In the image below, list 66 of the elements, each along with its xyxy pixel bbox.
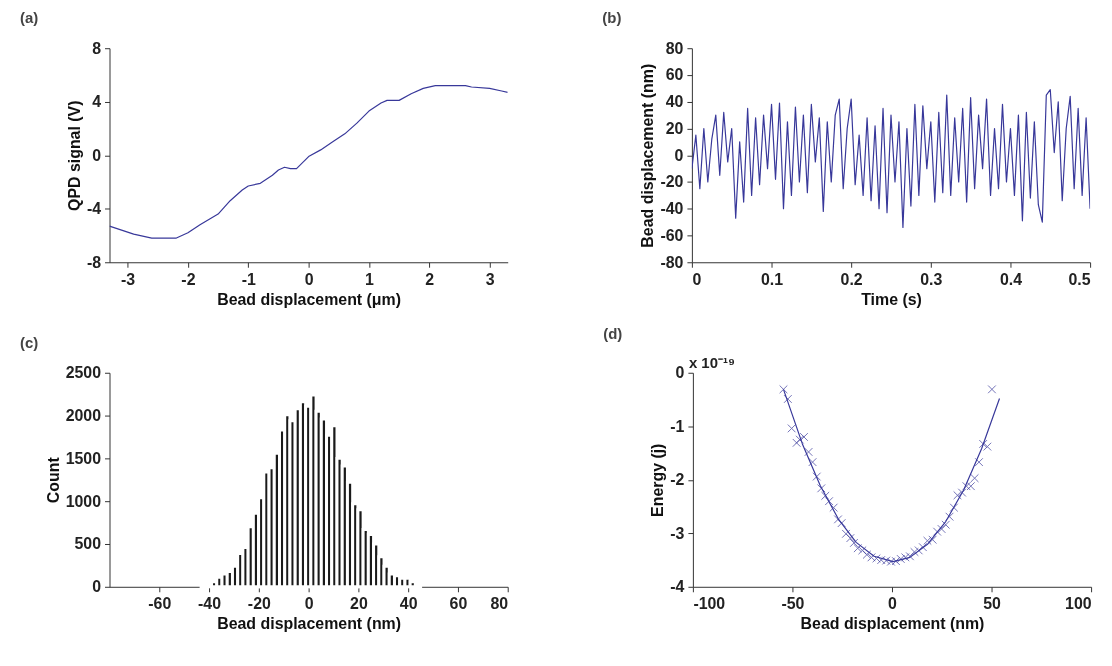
x-tick-label: 80 [490, 595, 509, 613]
x-tick-label: 100 [1065, 595, 1092, 613]
y-tick-label: -1 [670, 417, 685, 435]
y-tick-label: 4 [92, 93, 102, 111]
line-series [691, 89, 1091, 229]
x-tick-label: 0.1 [760, 270, 784, 288]
y-tick-label: -60 [660, 226, 684, 244]
x-axis-title: Bead displacement (μm) [217, 290, 402, 308]
y-tick-label: 500 [74, 535, 102, 553]
x-tick-label: 2 [425, 270, 435, 288]
x-tick-label: -60 [148, 595, 172, 613]
y-tick-label: -8 [86, 253, 102, 271]
x-axis-title: Bead displacement (nm) [217, 615, 402, 633]
y-tick-label: 2500 [65, 364, 102, 382]
y-tick-label: -4 [86, 200, 102, 218]
text: x 10⁻¹⁹ [688, 353, 735, 371]
y-tick-label: 40 [665, 93, 684, 111]
x-tick-label: -50 [781, 595, 805, 613]
x-tick-label: 20 [350, 595, 368, 613]
x-tick-label: 0.3 [920, 270, 943, 288]
y-tick-label: 0 [674, 146, 684, 164]
chart-title: (a) [19, 9, 39, 27]
y-tick-label: -40 [660, 200, 684, 218]
y-tick-label: -4 [670, 578, 685, 596]
x-tick-label: 0 [692, 270, 702, 288]
x-tick-label: 40 [399, 595, 418, 613]
x-tick-label: 0 [304, 595, 314, 613]
y-tick-label: 20 [665, 119, 684, 137]
y-tick-label: 8 [92, 39, 102, 57]
line-series [109, 85, 508, 239]
y-tick-label: 0 [92, 146, 102, 164]
y-tick-label: 80 [665, 39, 684, 57]
x-axis-title: Bead displacement (nm) [800, 615, 985, 633]
x-tick-label: -100 [693, 595, 726, 613]
y-tick-label: 0 [675, 364, 685, 382]
y-axis-title: Energy (j) [649, 443, 667, 517]
x-axis-title: Time (s) [861, 290, 922, 308]
x-tick-label: -2 [181, 270, 196, 288]
x-tick-label: -20 [247, 595, 271, 613]
x-tick-label: 3 [485, 270, 495, 288]
y-tick-label: 2000 [65, 407, 102, 425]
x-tick-label: 50 [983, 595, 1002, 613]
x-tick-label: 0 [888, 595, 898, 613]
chart-title: (d) [603, 324, 623, 342]
x-tick-label: 0.2 [840, 270, 863, 288]
y-tick-label: 0 [92, 578, 102, 596]
x-tick-label: 0.5 [1068, 270, 1091, 288]
x-tick-label: 1 [365, 270, 375, 288]
chart-title: (c) [19, 333, 39, 351]
x-tick-label: -40 [198, 595, 222, 613]
x-tick-label: 0.4 [999, 270, 1023, 288]
y-tick-label: 1000 [65, 492, 102, 510]
x-tick-label: 60 [449, 595, 468, 613]
y-tick-label: -3 [670, 524, 685, 542]
y-tick-label: -80 [660, 253, 684, 271]
y-axis-title: QPD signal (V) [65, 100, 83, 211]
x-tick-label: 0 [304, 270, 314, 288]
chart-title: (b) [602, 9, 622, 27]
y-tick-label: -2 [670, 471, 685, 489]
x-tick-label: -3 [121, 270, 136, 288]
y-axis-title: Bead displacement (nm) [639, 63, 657, 248]
y-axis-title: Count [44, 456, 62, 504]
y-tick-label: -20 [660, 173, 684, 191]
y-tick-label: 1500 [65, 449, 102, 467]
x-tick-label: -1 [241, 270, 256, 288]
y-tick-label: 60 [665, 66, 684, 84]
